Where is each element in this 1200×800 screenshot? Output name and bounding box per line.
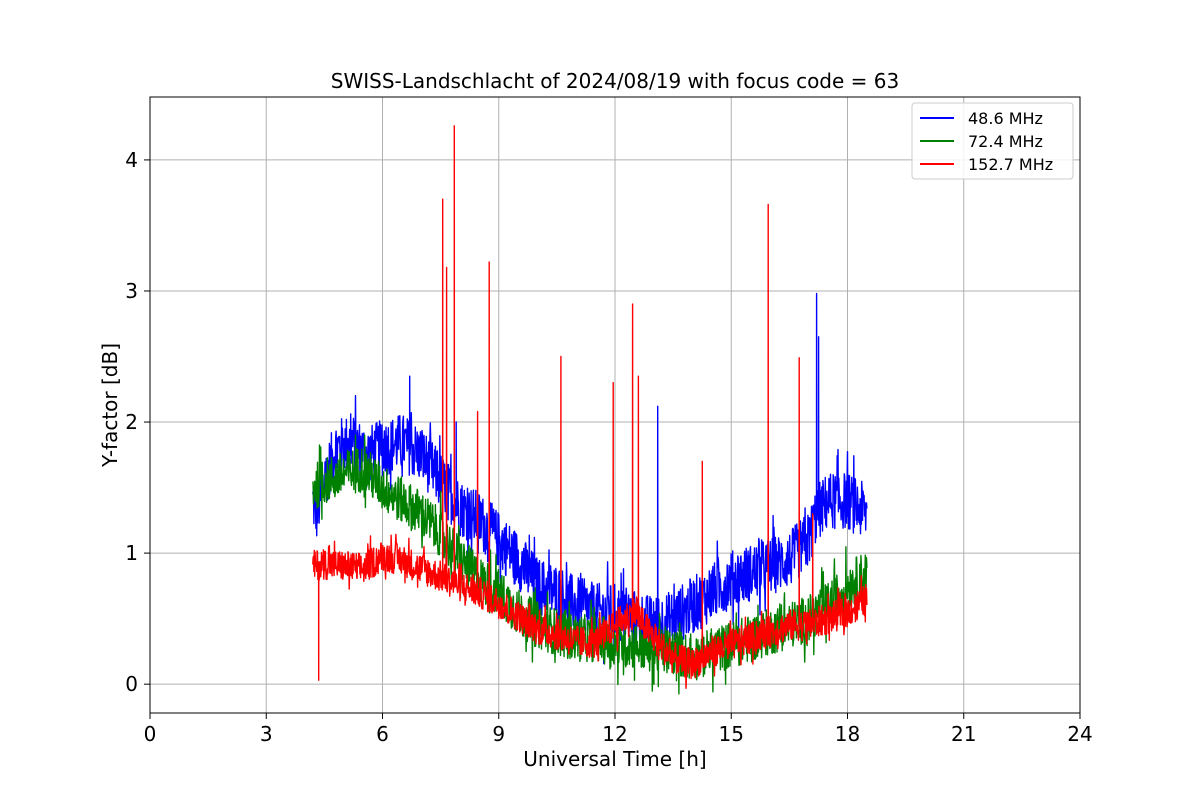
chart-title: SWISS-Landschlacht of 2024/08/19 with fo… [331,69,899,93]
x-tick-label-2: 6 [376,722,389,746]
x-tick-label-4: 12 [602,722,627,746]
x-tick-label-6: 18 [835,722,860,746]
legend-label-1: 72.4 MHz [968,132,1043,151]
legend: 48.6 MHz 72.4 MHz 152.7 MHz [911,102,1074,180]
y-tick-label-1: 1 [125,541,138,565]
series-layer [312,125,868,695]
x-tick-label-0: 0 [144,722,157,746]
y-axis-label: Y-factor [dB] [98,343,122,468]
series-line-2 [312,125,868,689]
x-axis: 0 3 6 9 12 15 18 21 24 [144,713,1093,746]
y-tick-label-3: 3 [125,279,138,303]
x-axis-label: Universal Time [h] [523,747,706,771]
legend-label-0: 48.6 MHz [968,109,1043,128]
x-tick-label-3: 9 [492,722,505,746]
y-tick-label-0: 0 [125,672,138,696]
y-axis: 0 1 2 3 4 [125,148,150,696]
x-tick-label-7: 21 [951,722,976,746]
legend-box [911,102,1074,180]
series-line-0 [312,292,868,665]
x-tick-label-5: 15 [719,722,744,746]
legend-label-2: 152.7 MHz [968,155,1053,174]
y-tick-label-2: 2 [125,410,138,434]
x-tick-label-1: 3 [260,722,273,746]
x-tick-label-8: 24 [1067,722,1092,746]
y-tick-label-4: 4 [125,148,138,172]
plot-area [312,125,868,695]
